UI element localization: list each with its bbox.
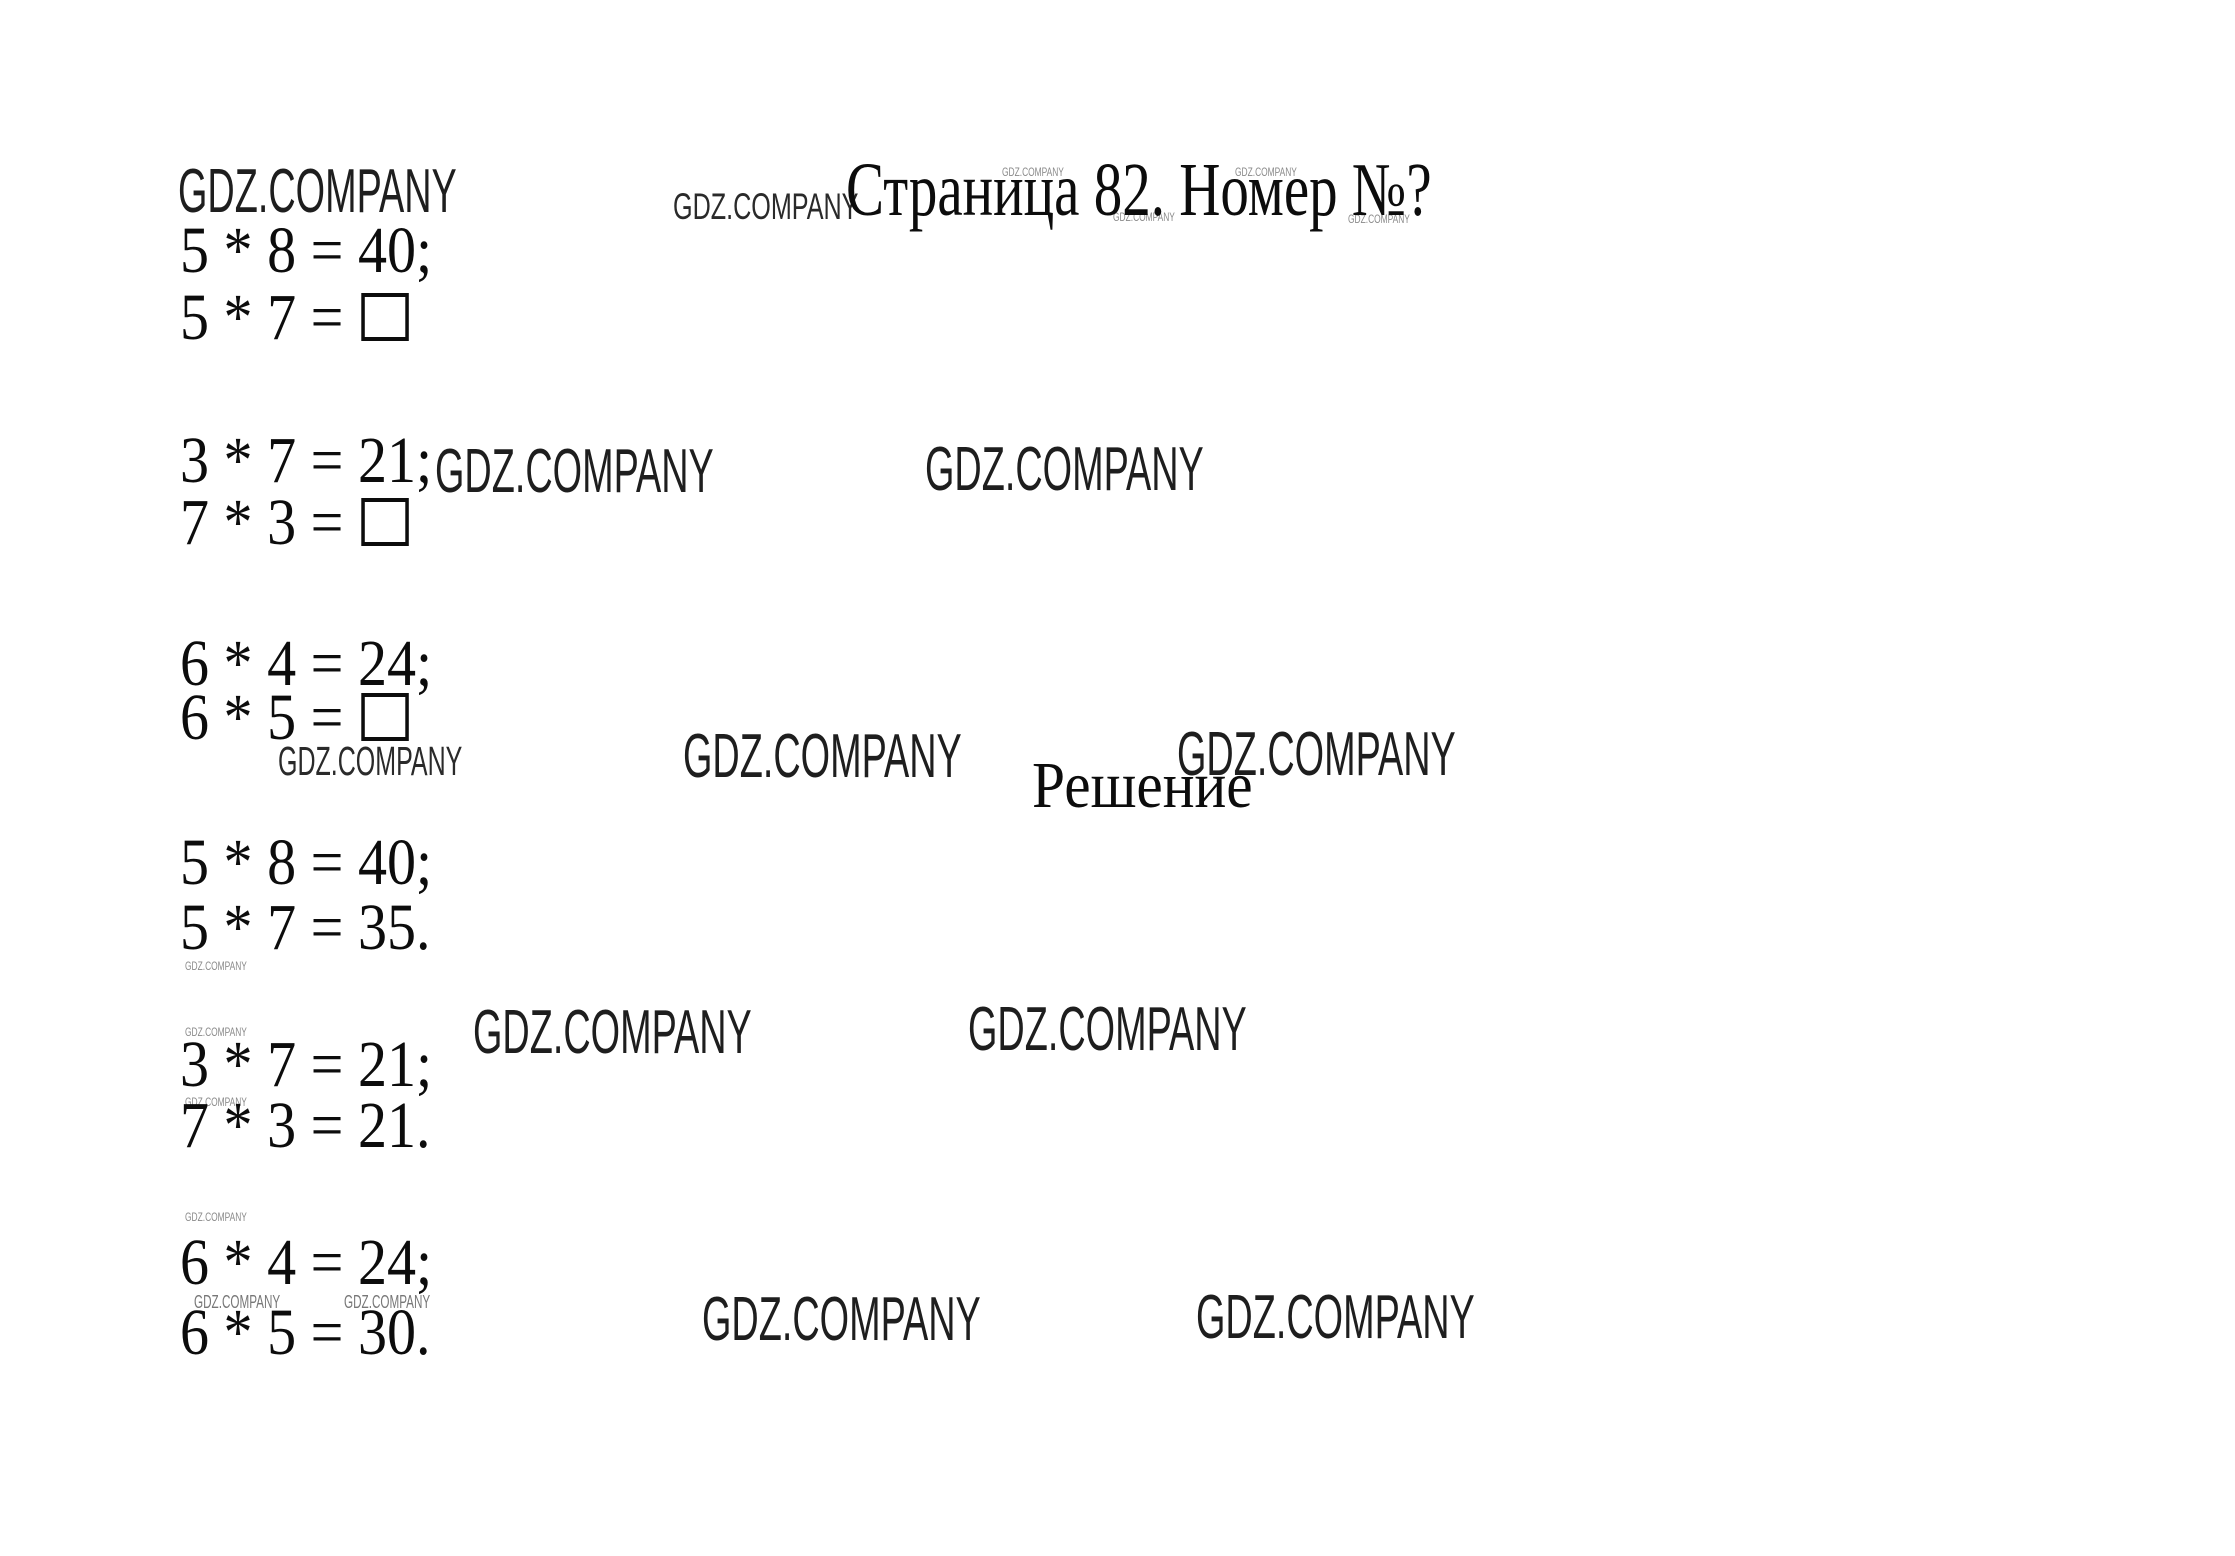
gdz-watermark: GDZ.COMPANY [1002,165,1064,179]
gdz-watermark: GDZ.COMPANY [1235,165,1297,179]
empty-answer-box [361,293,409,341]
gdz-watermark: GDZ.COMPANY [673,186,859,227]
equation-text: 6 * 5 = [180,681,344,754]
gdz-watermark: GDZ.COMPANY [344,1292,431,1312]
solution-equation: 7 * 3 = 21. [180,1089,431,1162]
solution-equation: 5 * 8 = 40; [180,826,433,899]
gdz-watermark: GDZ.COMPANY [178,157,457,226]
gdz-watermark: GDZ.COMPANY [473,998,752,1067]
gdz-watermark: GDZ.COMPANY [702,1285,981,1354]
solution-equation: 3 * 7 = 21; [180,1028,433,1101]
gdz-watermark: GDZ.COMPANY [185,1025,247,1039]
equation-text: 5 * 7 = [180,281,344,354]
solution-equation: 6 * 5 = 30. [180,1296,431,1369]
gdz-watermark: GDZ.COMPANY [194,1292,281,1312]
problem-equation-ask: 5 * 7 = [180,285,409,351]
empty-answer-box [361,693,409,741]
solution-equation: 5 * 7 = 35. [180,891,431,964]
gdz-watermark: GDZ.COMPANY [185,959,247,973]
gdz-watermark: GDZ.COMPANY [925,435,1204,504]
problem-equation-given: 5 * 8 = 40; [180,214,433,287]
problem-equation-ask: 6 * 5 = [180,685,409,751]
gdz-watermark: GDZ.COMPANY [185,1095,247,1109]
gdz-watermark: GDZ.COMPANY [1196,1283,1475,1352]
gdz-watermark: GDZ.COMPANY [968,995,1247,1064]
problem-equation-ask: 7 * 3 = [180,490,409,556]
gdz-watermark: GDZ.COMPANY [1348,212,1410,226]
gdz-watermark: GDZ.COMPANY [1113,210,1175,224]
gdz-watermark: GDZ.COMPANY [683,722,962,791]
empty-answer-box [361,498,409,546]
problem-equation-given: 3 * 7 = 21; [180,424,433,497]
gdz-watermark: GDZ.COMPANY [435,437,714,506]
problem-equation-given: 6 * 4 = 24; [180,627,433,700]
solution-equation: 6 * 4 = 24; [180,1226,433,1299]
gdz-watermark: GDZ.COMPANY [1177,720,1456,789]
gdz-watermark: GDZ.COMPANY [278,738,463,784]
page-title: Страница 82. Номер №? [846,148,1432,232]
solution-heading: Решение [1032,749,1253,822]
equation-text: 7 * 3 = [180,486,344,559]
gdz-watermark: GDZ.COMPANY [185,1210,247,1224]
